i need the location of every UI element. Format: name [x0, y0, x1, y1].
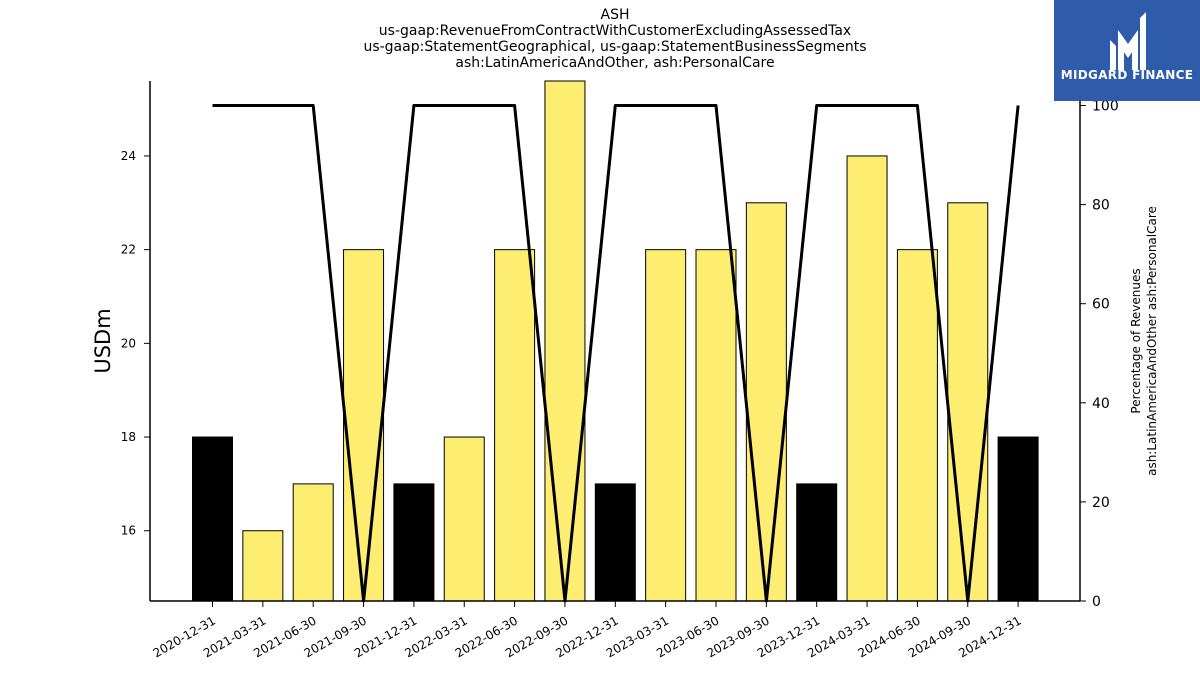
chart-subtitle-concept: us-gaap:RevenueFromContractWithCustomerE… — [378, 23, 852, 39]
y2-axis-label-line2: ash:LatinAmericaAndOther ash:PersonalCar… — [1145, 206, 1159, 476]
bar-2021-03-31 — [242, 530, 284, 602]
y2-tick-label: 60 — [1092, 297, 1110, 313]
bar-2022-03-31 — [443, 436, 485, 602]
y2-axis-label-line1: Percentage of Revenues — [1129, 268, 1143, 413]
chart-title: ASH — [600, 7, 630, 23]
bar-series — [192, 80, 1039, 602]
bar-2020-12-31 — [192, 436, 233, 602]
bar-2023-12-31 — [796, 483, 838, 602]
bar-2024-03-31 — [846, 155, 888, 602]
y2-tick-label: 20 — [1092, 495, 1110, 511]
y-axis-label: USDm — [91, 308, 115, 373]
logo-mark-icon — [1110, 12, 1146, 70]
y-tick-label: 16 — [121, 524, 136, 538]
y-tick-label: 18 — [121, 430, 136, 444]
bar-2022-06-30 — [494, 249, 536, 602]
logo-text: MIDGARD FINANCE — [1060, 68, 1194, 82]
bar-2021-12-31 — [393, 483, 435, 602]
percentage-line-series — [212, 104, 1020, 603]
bar-2021-06-30 — [292, 483, 334, 602]
chart-subtitle-members: ash:LatinAmericaAndOther, ash:PersonalCa… — [455, 55, 775, 71]
y2-tick-label: 100 — [1092, 99, 1119, 115]
midgard-finance-logo: MIDGARD FINANCE — [1054, 0, 1200, 101]
y2-tick-label: 40 — [1092, 396, 1110, 412]
bar-2021-09-30 — [343, 249, 385, 602]
bar-2023-03-31 — [645, 249, 687, 602]
y2-tick-label: 0 — [1092, 594, 1101, 610]
bar-2024-12-31 — [997, 436, 1039, 602]
y-tick-label: 24 — [121, 149, 136, 163]
y2-tick-label: 80 — [1092, 198, 1110, 214]
y-tick-label: 20 — [121, 336, 136, 350]
y-tick-label: 22 — [121, 243, 136, 257]
bar-2024-06-30 — [896, 249, 938, 602]
chart-subtitle-axes: us-gaap:StatementGeographical, us-gaap:S… — [363, 39, 867, 55]
bar-2024-09-30 — [947, 202, 989, 602]
bar-2022-12-31 — [594, 483, 636, 602]
percentage-line — [212, 104, 1020, 603]
bar-2023-06-30 — [695, 249, 737, 602]
bar-2023-09-30 — [745, 202, 787, 602]
bar-2022-09-30 — [544, 80, 586, 602]
